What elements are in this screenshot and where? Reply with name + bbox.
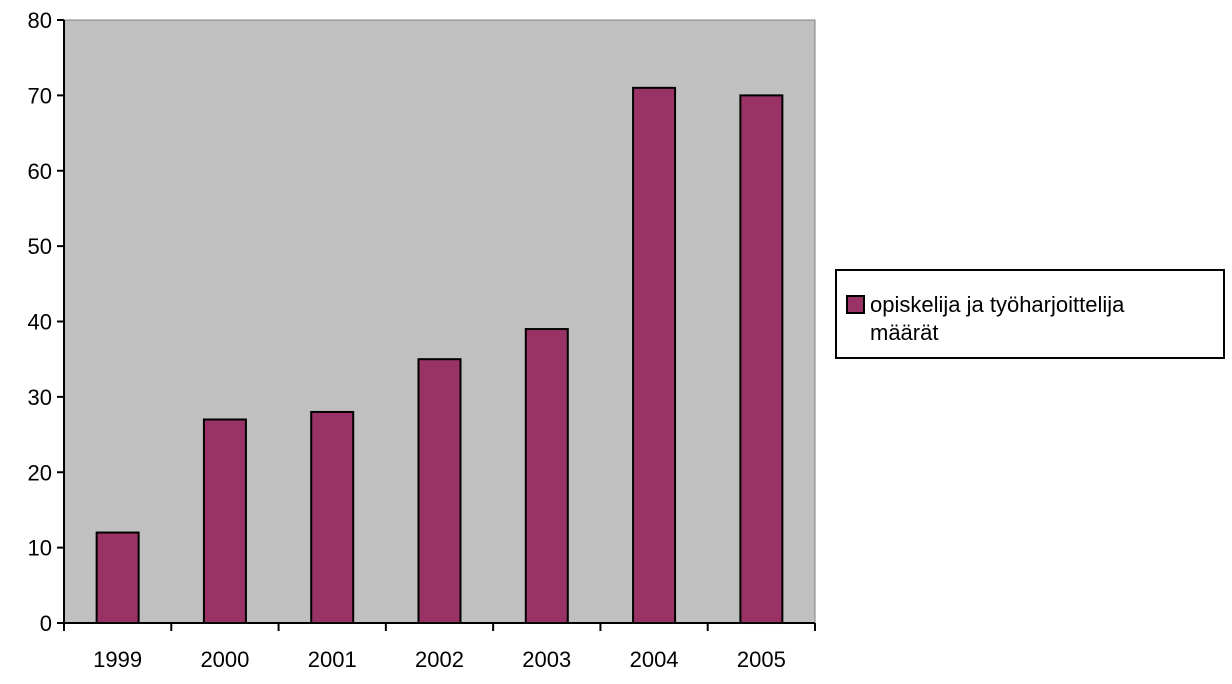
y-tick-label: 50 [28, 234, 52, 259]
y-tick-label: 0 [40, 611, 52, 636]
y-tick-label: 30 [28, 385, 52, 410]
x-tick-label: 2005 [737, 647, 786, 672]
bar-2001 [310, 410, 355, 625]
y-tick-label: 80 [28, 8, 52, 33]
x-tick-label: 2002 [415, 647, 464, 672]
legend-swatch [846, 295, 865, 314]
x-tick-label: 2003 [522, 647, 571, 672]
bar-2000 [202, 418, 247, 624]
x-tick-label: 2004 [630, 647, 679, 672]
y-tick-label: 40 [28, 310, 52, 335]
bar-2003 [524, 328, 569, 624]
y-tick-label: 60 [28, 159, 52, 184]
bars [95, 86, 784, 625]
bar-1999 [95, 531, 140, 624]
x-tick-label: 2001 [308, 647, 357, 672]
x-tick-label: 1999 [93, 647, 142, 672]
y-tick-label: 10 [28, 536, 52, 561]
y-tick-label: 70 [28, 83, 52, 108]
bar-2005 [739, 94, 784, 625]
legend-label: opiskelija ja työharjoittelija määrät [870, 292, 1125, 345]
y-tick-label: 20 [28, 460, 52, 485]
x-tick-label: 2000 [200, 647, 249, 672]
legend-label-line: määrät [870, 320, 938, 345]
axes: 0 10 20 30 40 50 60 70 80 1999 2000 2001 2002 2003 200… [28, 8, 816, 672]
bar-2004 [632, 86, 677, 624]
bar-2002 [417, 358, 462, 624]
legend: opiskelija ja työharjoittelija määrät [835, 269, 1225, 359]
legend-label-line: opiskelija ja työharjoittelija [870, 292, 1125, 317]
legend-box [835, 269, 1225, 359]
